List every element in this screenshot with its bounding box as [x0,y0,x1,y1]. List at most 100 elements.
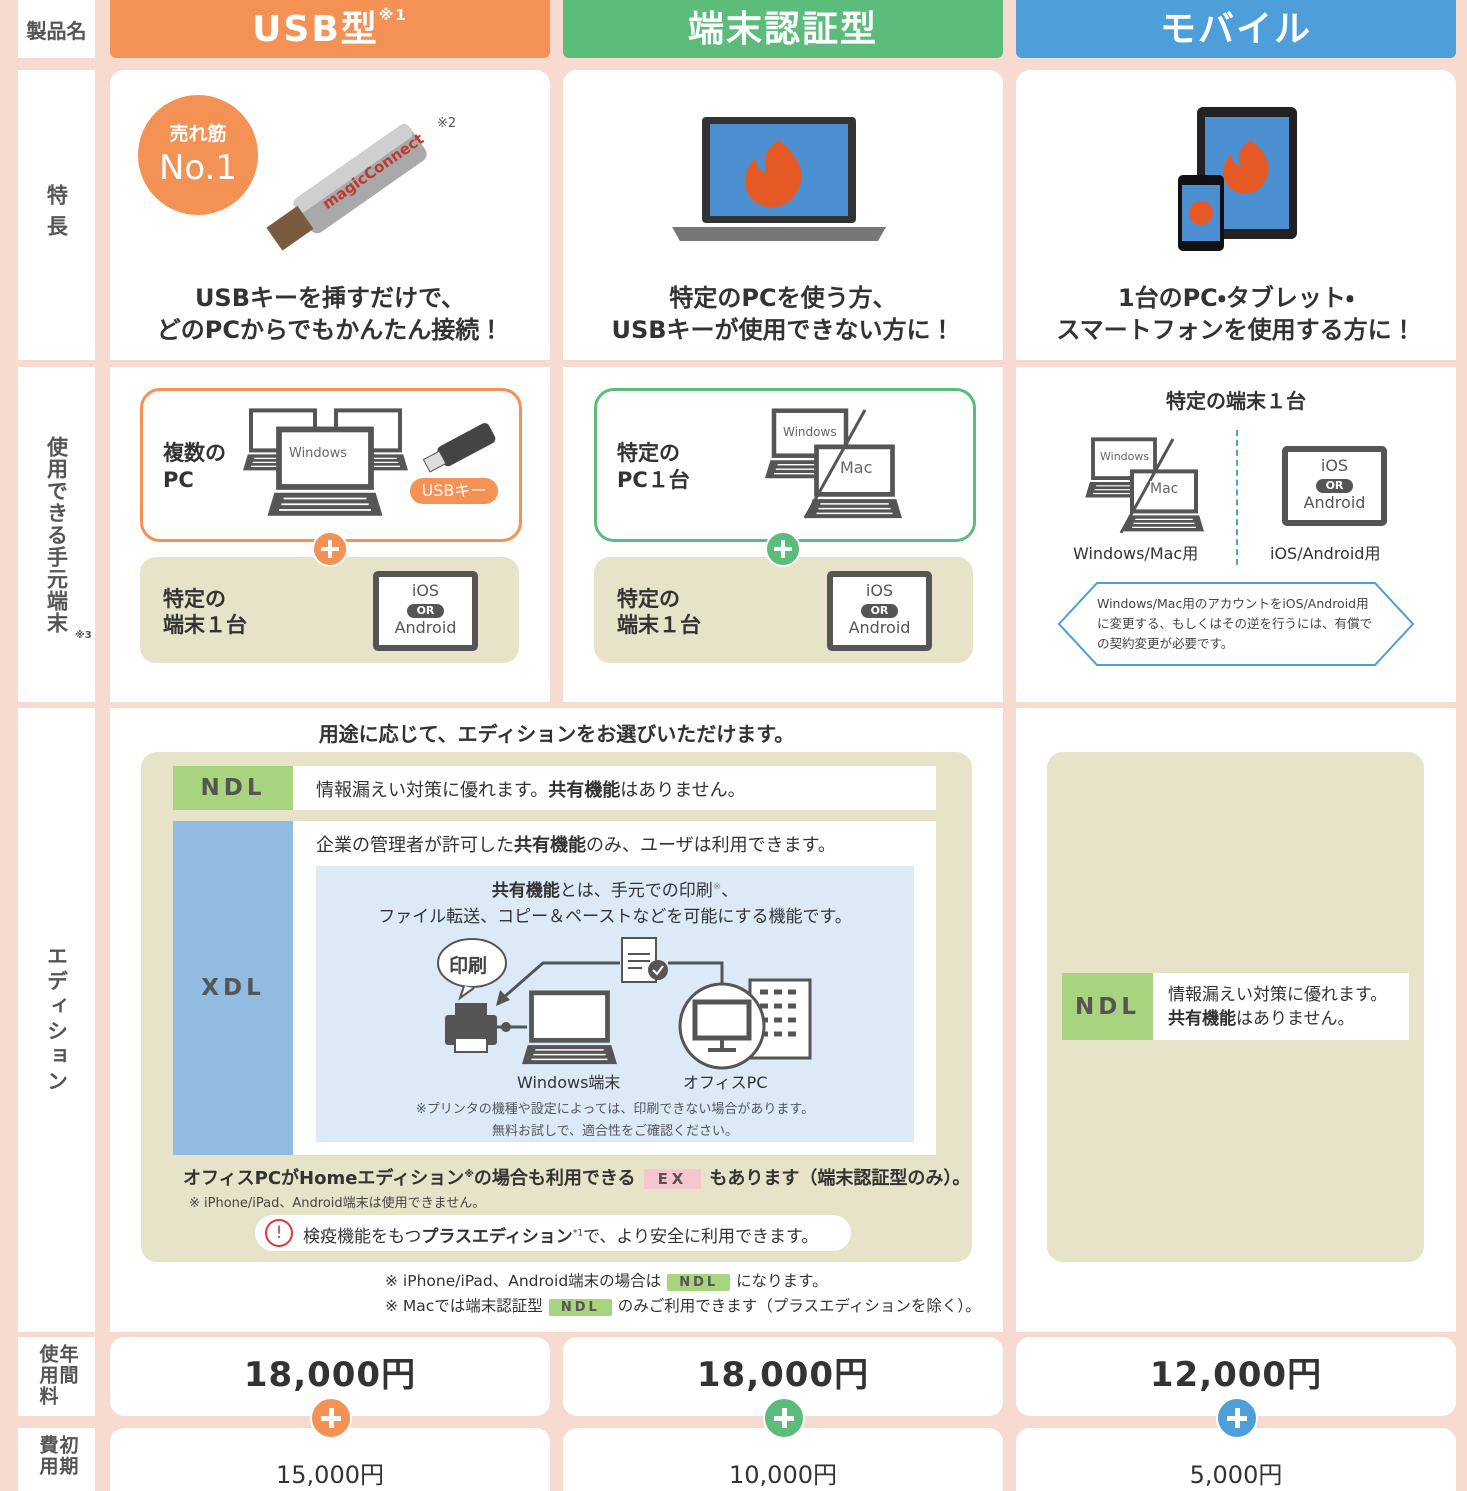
plus-v [1235,1408,1240,1428]
row-label-part: 年間 [56,1343,79,1386]
product-name: 端末認証型 [687,9,878,50]
text: 情報漏えい対策に優れます。 [1168,985,1388,1005]
footnote-mark: ※1 [378,6,408,24]
device-title-line: 端末１台 [163,613,247,637]
text: とは、手元での印刷 [559,881,713,901]
plus-icon [763,1397,805,1439]
footnote-mark: *1 [572,1228,584,1239]
row-label: 初期 費用 [18,1428,95,1491]
row-label: エディション [18,708,95,1332]
row-label-text: 使用できる手元端末 [44,435,69,634]
laptop-image [672,117,886,241]
tablet-os: iOS [865,581,894,600]
badge: 売れ筋 No.1 [138,95,258,215]
plus-v [329,1408,334,1428]
annual-fee: 12,000円 [1149,1355,1323,1395]
row-label-part: 使用料 [36,1343,59,1407]
edition-tag: NDL [173,766,293,810]
device-title: 複数の PC [163,440,226,494]
text-bold: プラスエディション [421,1227,573,1247]
device-title-line: PC１台 [617,468,690,492]
text: はありません。 [1236,1009,1355,1029]
product-header: モバイル [1016,0,1456,58]
shared-feature-box [316,866,914,1142]
tablet-image [1178,107,1297,251]
win-mac-image [765,408,905,520]
text: で、より安全に利用できます。 [583,1227,819,1247]
feature-text: 1台のPC・タブレット・ [1117,284,1355,312]
product-header: USB型※1 [110,0,550,58]
product-name: USB型 [252,9,379,50]
ndl-tag: NDL [667,1274,731,1291]
alert-icon: ! [265,1219,293,1247]
win-mac-image [1085,437,1205,533]
text: もあります（端末認証型のみ）。 [709,1168,971,1189]
usb-key-image [422,423,496,473]
plus-v [782,1408,787,1428]
footnote-mark: ※3 [75,630,92,641]
plus-icon [312,531,348,567]
text: になります。 [736,1272,828,1290]
plus-icon [310,1397,352,1439]
row-label-text: 特長 [44,184,69,246]
text: ※ Macでは端末認証型 [385,1297,543,1315]
footnote: ※ Macでは端末認証型 NDL のみご利用できます（プラスエディションを除く）。 [385,1294,981,1316]
row-label: 使用できる手元端末 ※3 [18,367,95,702]
initial-fee: 5,000円 [1189,1461,1283,1489]
diagram-label: 印刷 [449,955,488,977]
product-name: モバイル [1159,9,1312,50]
tablet-icon: iOS OR Android [827,571,932,651]
divider [1236,430,1238,565]
badge-top: 売れ筋 [169,123,227,145]
row-label-text: 初期 費用 [37,1434,79,1485]
row-label: 製品名 [18,0,95,58]
ex-note: ※ iPhone/iPad、Android端末は使用できません。 [189,1196,486,1211]
plus-icon [765,531,801,567]
text-bold: 共有機能 [548,780,621,801]
device-note: Windows/Mac用のアカウントをiOS/Android用に変更する、もしく… [1097,596,1373,651]
device-title: 特定の端末１台 [1166,389,1306,413]
device-title-line: PC [163,468,194,492]
plus-icon [1216,1397,1258,1439]
device-title-line: 端末１台 [617,613,701,637]
text-line: 共有機能はありません。 [1168,1007,1387,1031]
device-title: 特定の端末１台 [163,586,247,638]
edition-desc-box [293,766,936,810]
text-bold: 共有機能 [514,835,586,856]
device-caption: Windows/Mac用 [1073,544,1199,563]
footnote-mark: ※ [464,1169,474,1180]
device-title-line: 特定の [617,441,680,465]
diagram-label: オフィスPC [683,1073,768,1092]
edition-desc: 情報漏えい対策に優れます。共有機能はありません。 [316,776,746,802]
row-label: 特長 [18,70,95,360]
edition-tag: NDL [1062,973,1153,1040]
text: のみご利用できます（プラスエディションを除く）。 [617,1297,981,1315]
row-label-part: 初期 [56,1434,79,1477]
shared-line: 共有機能とは、手元での印刷※、 [316,876,914,901]
device-title-line: 複数の [163,441,226,465]
feature-text: 特定のPCを使う方、 [669,284,897,312]
plus-edition-text: 検疫機能をもつプラスエディション*1で、より安全に利用できます。 [303,1222,818,1247]
device-title-line: 特定の [617,587,680,611]
diagram-note: ※プリンタの機種や設定によっては、印刷できない場合があります。 [415,1102,815,1117]
text: 検疫機能をもつ [303,1227,422,1247]
usb-key-label: USBキー [410,478,498,504]
tablet-os: Android [848,618,911,637]
shared-line: ファイル転送、コピー＆ペーストなどを可能にする機能です。 [378,907,852,927]
edition-desc: 情報漏えい対策に優れます。共有機能はありません。 [1168,983,1387,1031]
edition-desc-box [1153,973,1409,1040]
usb-stick-image: magicConnect [266,123,427,251]
annual-fee: 18,000円 [243,1355,417,1395]
text: 情報漏えい対策に優れます。 [316,780,549,801]
tablet-or: OR [406,604,445,618]
os-label: Windows [289,446,348,461]
ex-tag: EX [643,1169,702,1189]
initial-fee: 10,000円 [729,1461,837,1489]
os-label: Windows [1100,450,1150,463]
os-label: Windows [783,425,837,439]
text: の場合も利用できる [473,1168,636,1189]
note-frame [1057,582,1415,666]
